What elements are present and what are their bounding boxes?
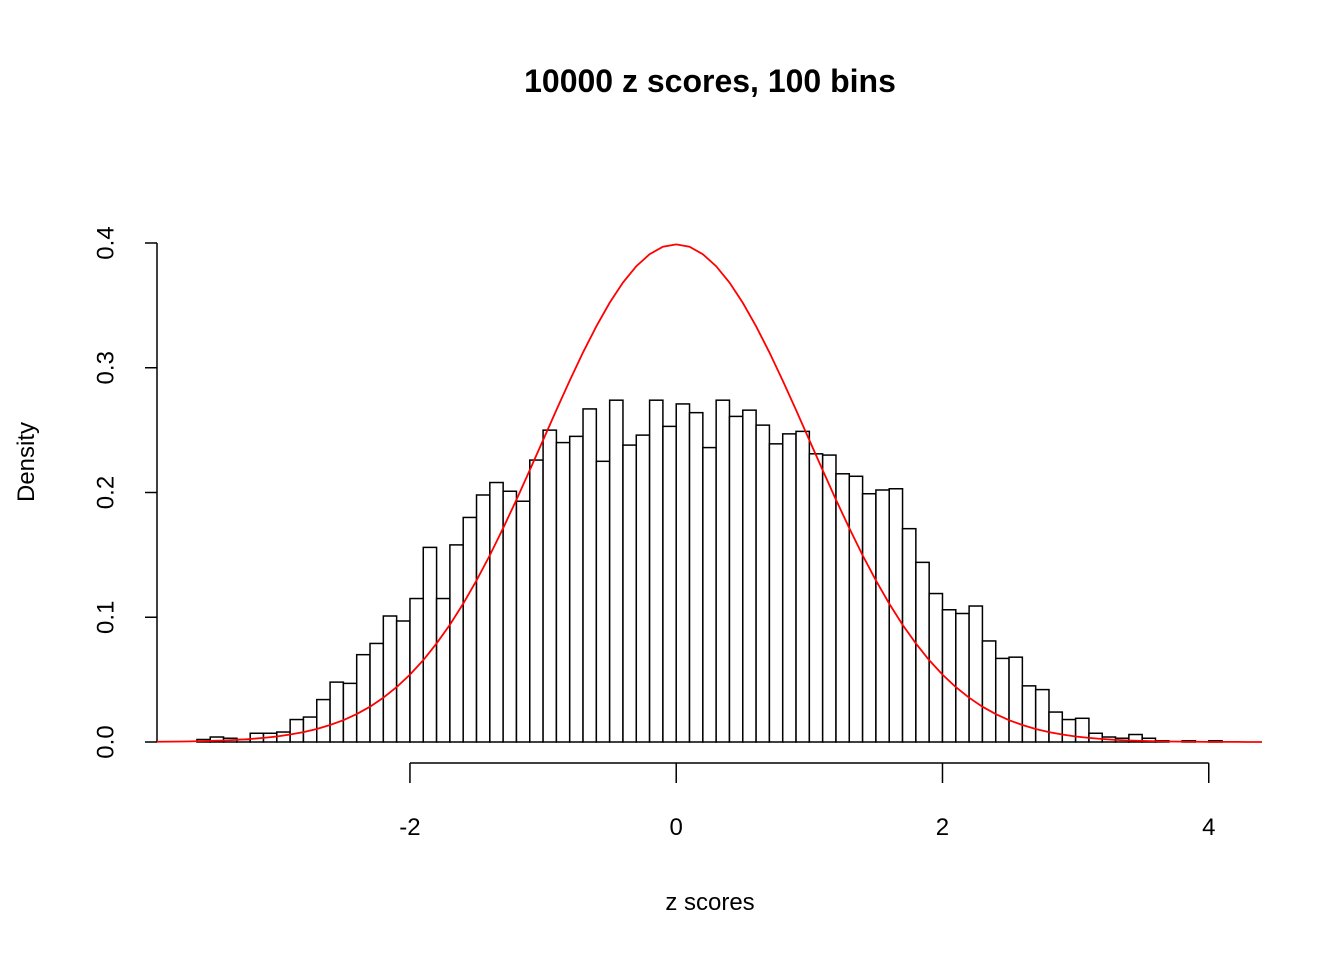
- bar: [755, 424, 771, 743]
- bar: [955, 612, 970, 743]
- bar: [342, 682, 358, 743]
- y-tick-label: 0.0: [92, 725, 119, 758]
- y-tick-label: 0.2: [92, 476, 119, 509]
- bar: [608, 399, 624, 743]
- bar: [635, 434, 651, 743]
- bar: [435, 597, 451, 743]
- bar: [875, 489, 890, 743]
- bar: [808, 453, 824, 743]
- bar: [355, 653, 371, 743]
- chart-title: 10000 z scores, 100 bins: [524, 63, 896, 99]
- bar: [515, 500, 531, 743]
- bar: [728, 415, 744, 743]
- bar: [994, 657, 1010, 743]
- bar: [449, 544, 464, 743]
- bar: [462, 516, 478, 743]
- bar: [542, 429, 558, 743]
- bar: [861, 492, 877, 743]
- bar: [622, 444, 638, 743]
- bar: [475, 494, 491, 743]
- bar: [1008, 656, 1024, 743]
- bar: [316, 698, 331, 743]
- bar: [369, 642, 385, 743]
- bar: [568, 435, 584, 743]
- bar: [715, 399, 731, 743]
- bar: [662, 425, 677, 743]
- bar: [1048, 711, 1064, 743]
- y-tick-label: 0.1: [92, 601, 119, 634]
- bar: [409, 597, 425, 743]
- x-tick-label: 2: [936, 814, 949, 841]
- density-curve: [156, 243, 1262, 743]
- y-axis-label: Density: [13, 422, 40, 502]
- y-tick-label: 0.3: [92, 351, 119, 384]
- bar: [1034, 688, 1050, 743]
- bar: [555, 441, 571, 743]
- bar: [781, 433, 797, 743]
- x-axis-label: z scores: [665, 889, 754, 916]
- bar: [489, 481, 504, 743]
- bar: [529, 459, 544, 743]
- bar: [1061, 718, 1077, 743]
- bar: [675, 403, 691, 743]
- bar: [688, 411, 704, 743]
- bar: [848, 475, 864, 743]
- bar: [502, 490, 518, 743]
- y-tick-label: 0.4: [92, 226, 119, 259]
- bar: [968, 605, 984, 743]
- bar: [582, 408, 598, 743]
- bar: [702, 446, 717, 743]
- bar: [821, 454, 837, 743]
- bar: [648, 399, 664, 743]
- bar: [382, 615, 398, 743]
- bar: [742, 409, 757, 743]
- bar: [595, 460, 611, 743]
- x-tick-label: 0: [670, 814, 683, 841]
- bar: [329, 681, 345, 743]
- bar: [1021, 685, 1037, 743]
- x-tick-label: -2: [399, 814, 420, 841]
- bar: [795, 430, 811, 743]
- bar: [289, 718, 305, 743]
- bar: [768, 443, 784, 743]
- x-tick-label: 4: [1202, 814, 1215, 841]
- bar: [981, 640, 997, 743]
